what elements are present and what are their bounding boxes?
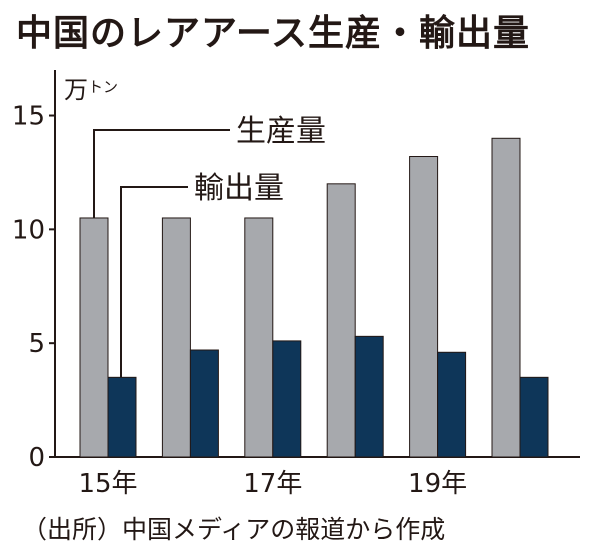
y-tick-label: 10 (12, 215, 45, 245)
x-tick-label: 17年 (243, 469, 302, 499)
legend-label-export: 輸出量 (194, 171, 284, 206)
export-bar (189, 349, 219, 458)
legend-leader-line (120, 186, 188, 378)
x-tick-label: 19年 (408, 469, 467, 499)
production-bar (409, 156, 439, 458)
production-bar (244, 217, 274, 458)
chart-title: 中国のレアアース生産・輸出量 (16, 13, 531, 54)
y-tick-label: 0 (28, 443, 45, 473)
bars (79, 137, 549, 458)
production-bar (491, 137, 521, 458)
production-bar (326, 183, 356, 458)
export-bar (354, 335, 384, 458)
export-bar (272, 340, 302, 458)
y-tick-label: 15 (12, 102, 45, 132)
x-tick-label: 15年 (78, 469, 137, 499)
y-tick-label: 5 (28, 329, 45, 359)
export-bar (107, 376, 137, 458)
y-unit-label: 万トン (64, 76, 118, 104)
legend-label-production: 生産量 (236, 114, 326, 149)
source-note: （出所）中国メディアの報道から作成 (22, 515, 446, 544)
export-bar (519, 376, 549, 458)
production-bar (161, 217, 191, 458)
legend-leader-line (93, 129, 230, 218)
export-bar (437, 351, 467, 458)
production-bar (79, 217, 109, 458)
